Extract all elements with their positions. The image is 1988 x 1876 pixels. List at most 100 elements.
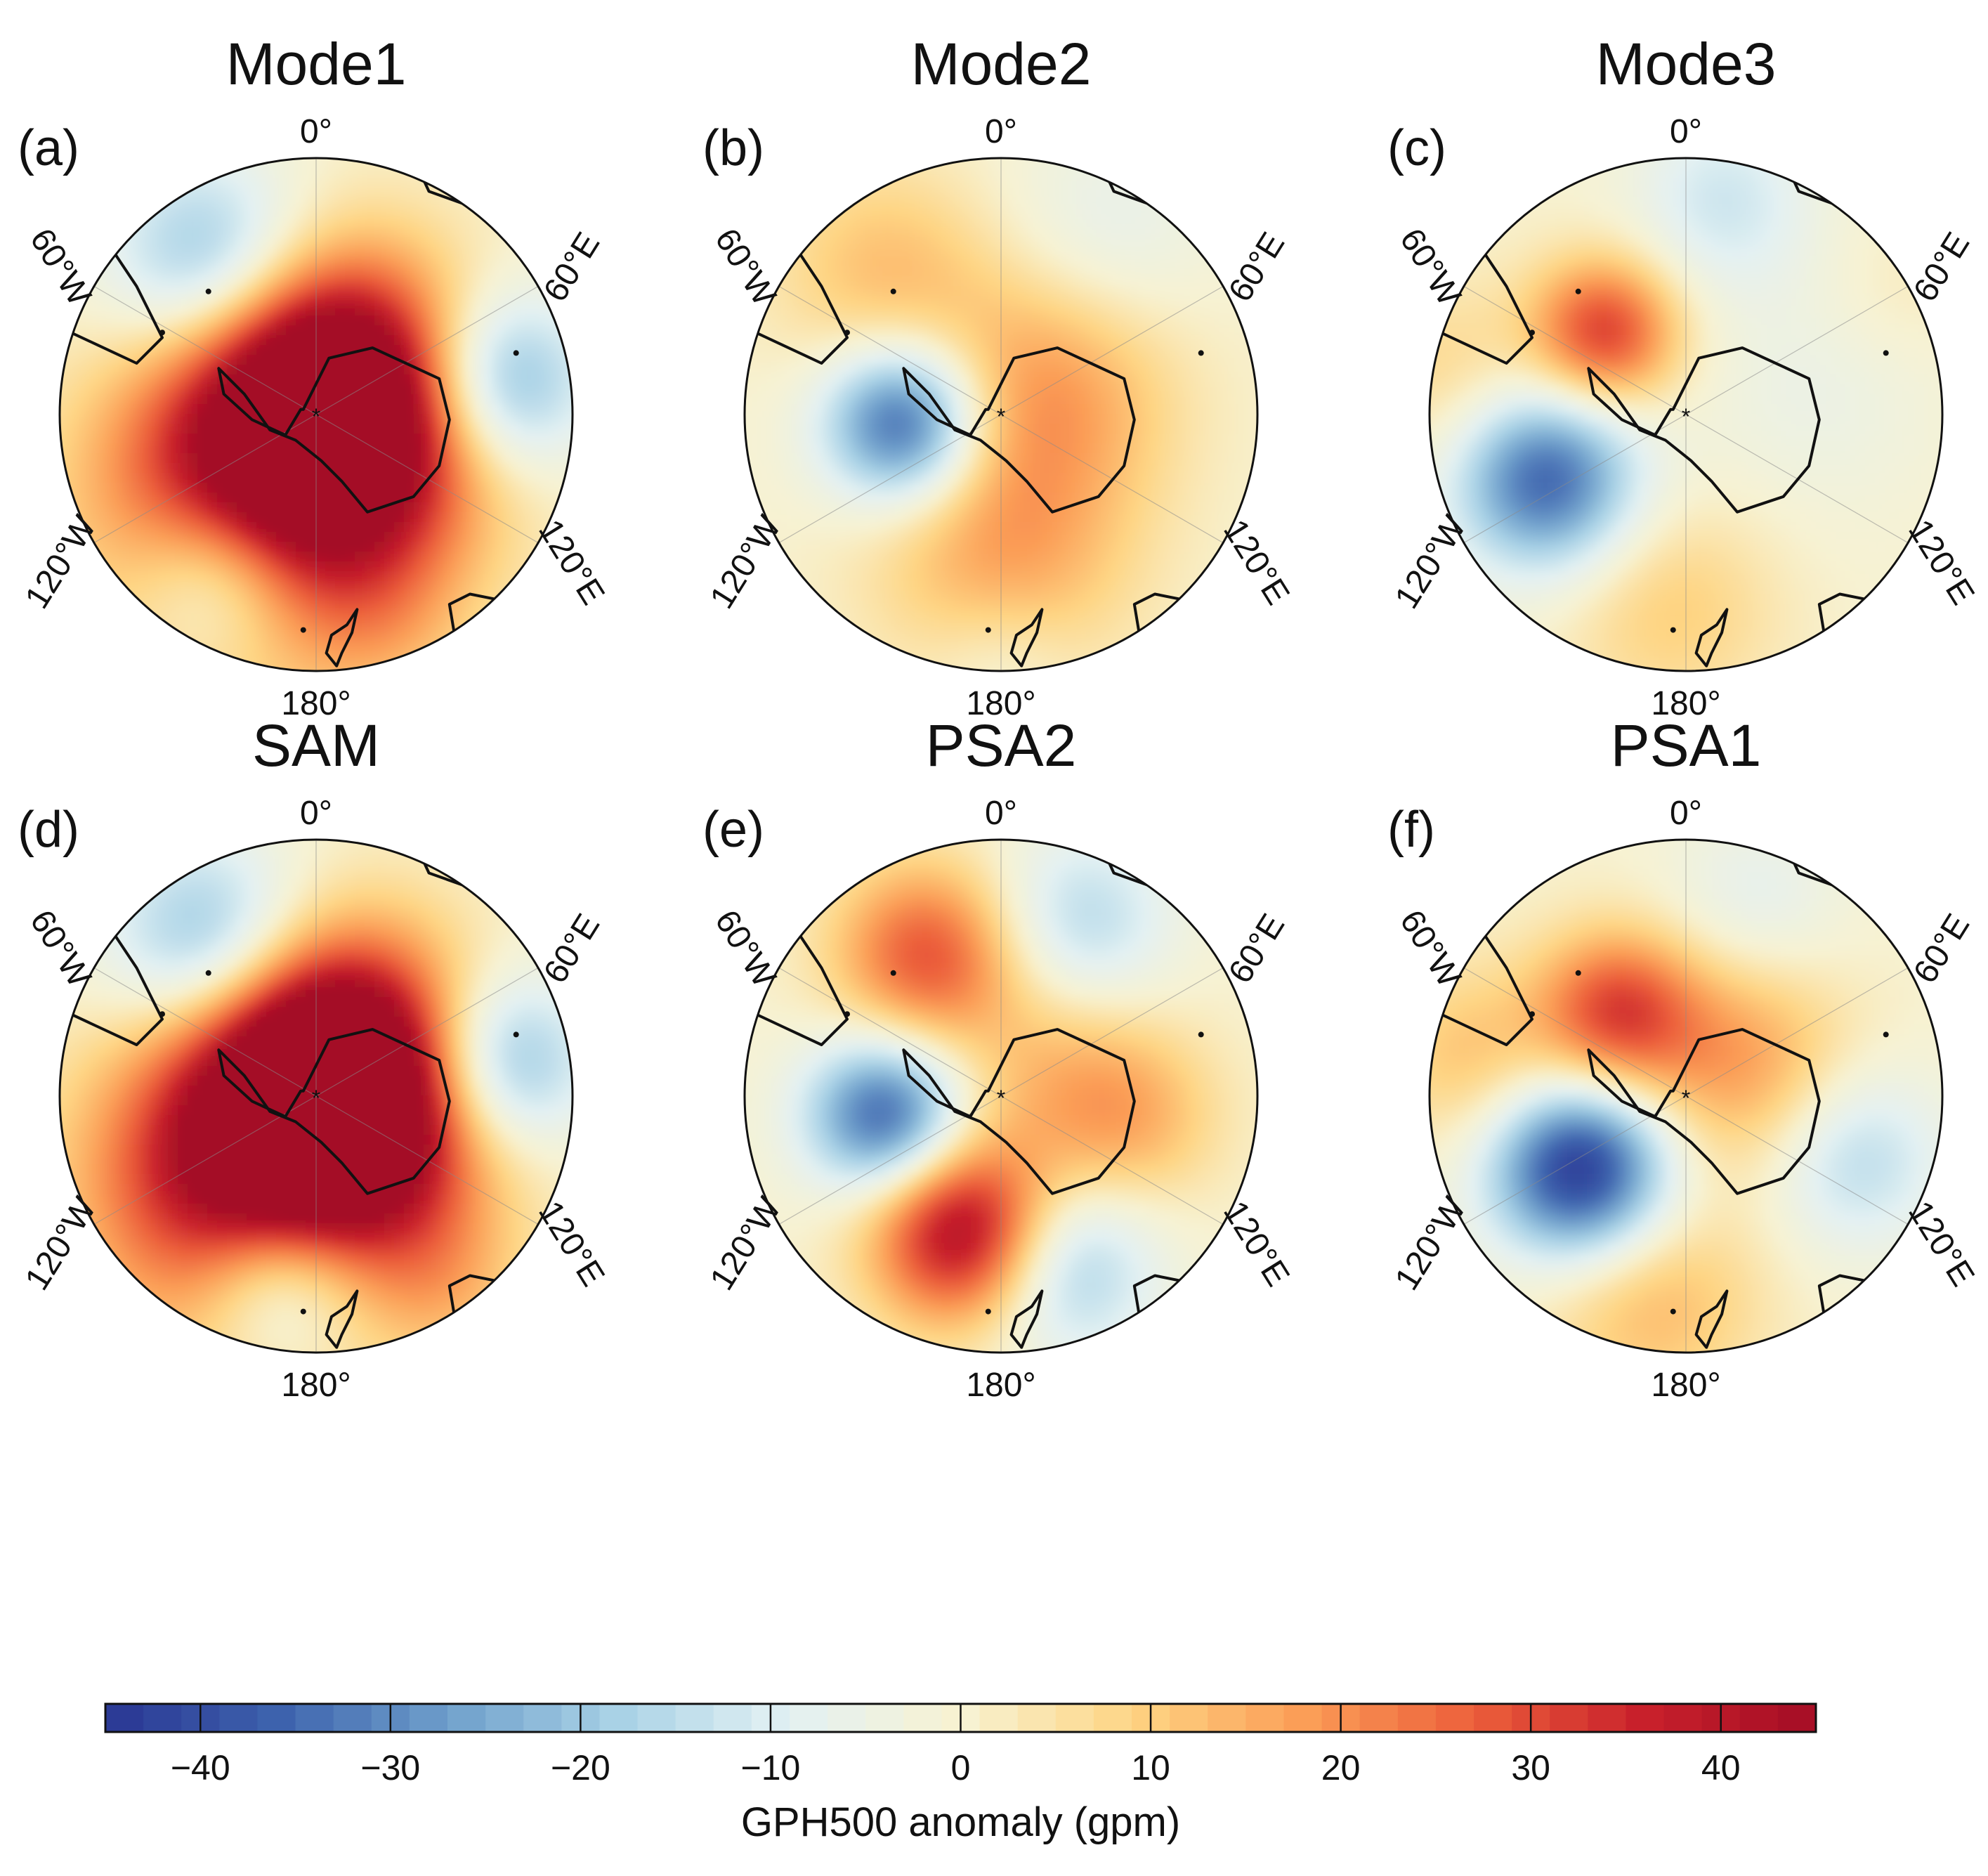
panel-title: PSA1 bbox=[1611, 712, 1762, 779]
lon-label-120w: 120°W bbox=[703, 1190, 789, 1296]
colorbar-cell bbox=[143, 1704, 182, 1732]
graticule bbox=[1463, 840, 1909, 1353]
panel-title: SAM bbox=[252, 712, 380, 779]
colorbar-tick-label: 30 bbox=[1511, 1748, 1550, 1787]
lon-label-60e: 60°E bbox=[1222, 908, 1292, 990]
new-zealand-coast bbox=[1009, 1289, 1044, 1349]
island bbox=[300, 1308, 306, 1315]
map-frame bbox=[1428, 838, 1944, 1354]
map-panel-sam: SAM (d) * 0° 180° 60°E 120°E 60°W 120°W bbox=[18, 712, 612, 1404]
island bbox=[844, 330, 850, 336]
lon-label-60e: 60°E bbox=[537, 908, 607, 990]
graticule bbox=[93, 158, 539, 671]
colorbar-cell bbox=[105, 1704, 144, 1732]
panel-title: PSA2 bbox=[926, 712, 1077, 779]
colorbar-cell bbox=[295, 1704, 334, 1732]
south-pole-marker: * bbox=[997, 404, 1005, 429]
colorbar-ramp bbox=[105, 1704, 1817, 1732]
island bbox=[1529, 1011, 1535, 1017]
panel-letter: (a) bbox=[18, 120, 79, 176]
lon-label-180: 180° bbox=[966, 685, 1035, 722]
south-pole-marker: * bbox=[1682, 404, 1690, 429]
colorbar-tick-label: 10 bbox=[1131, 1748, 1170, 1787]
colorbar-cell bbox=[485, 1704, 524, 1732]
map-panel-psa2: PSA2 (e) * 0° 180° 60°E 120°E 60°W 120°W bbox=[702, 712, 1297, 1404]
colorbar-cell bbox=[713, 1704, 752, 1732]
graticule bbox=[778, 840, 1224, 1353]
island bbox=[1198, 350, 1204, 356]
colorbar-cell bbox=[257, 1704, 296, 1732]
island bbox=[1670, 1308, 1676, 1315]
island bbox=[159, 330, 165, 336]
lon-label-0: 0° bbox=[985, 795, 1017, 832]
colorbar-cell bbox=[1170, 1704, 1208, 1732]
new-zealand-coast bbox=[1694, 1289, 1729, 1349]
colorbar-cell bbox=[1550, 1704, 1588, 1732]
anomaly-field bbox=[1430, 158, 1942, 671]
colorbar-cell bbox=[333, 1704, 372, 1732]
island bbox=[890, 288, 896, 294]
colorbar-tick-label: −30 bbox=[360, 1748, 420, 1787]
new-zealand-coast bbox=[1694, 608, 1729, 667]
lon-label-120e: 120°E bbox=[1901, 514, 1982, 611]
map-frame bbox=[743, 157, 1259, 672]
anomaly-field bbox=[60, 840, 573, 1353]
anomaly-field bbox=[1430, 840, 1942, 1353]
lon-label-180: 180° bbox=[1651, 1367, 1720, 1404]
lon-label-180: 180° bbox=[281, 685, 351, 722]
lon-label-60e: 60°E bbox=[1222, 226, 1292, 308]
colorbar-cell bbox=[523, 1704, 562, 1732]
panel-letter: (d) bbox=[18, 802, 79, 858]
lon-label-120w: 120°W bbox=[18, 509, 104, 615]
colorbar-cell bbox=[1777, 1704, 1817, 1732]
map-panel-mode2: Mode2 (b) * 0° 180° 60°E 120°E 60°W 120°W bbox=[702, 31, 1297, 722]
lon-label-0: 0° bbox=[300, 795, 332, 832]
panels: Mode1 (a) * 0° 180° 60°E 120°E 60°W 120°W Mode2 (b… bbox=[18, 31, 1982, 1404]
south-pole-marker: * bbox=[312, 1086, 320, 1111]
lon-label-120w: 120°W bbox=[18, 1190, 104, 1296]
colorbar-cell bbox=[1017, 1704, 1057, 1732]
island bbox=[890, 970, 896, 976]
colorbar-cell bbox=[1359, 1704, 1399, 1732]
colorbar-cell bbox=[599, 1704, 639, 1732]
colorbar-tick-label: 40 bbox=[1701, 1748, 1741, 1787]
island bbox=[205, 288, 211, 294]
colorbar-cell bbox=[979, 1704, 1019, 1732]
lon-label-120e: 120°E bbox=[531, 514, 612, 611]
island bbox=[513, 350, 519, 356]
map-panel-mode1: Mode1 (a) * 0° 180° 60°E 120°E 60°W 120°W bbox=[18, 31, 612, 722]
map-frame bbox=[1428, 157, 1944, 672]
map-frame bbox=[58, 838, 574, 1354]
anomaly-field bbox=[745, 840, 1257, 1353]
lon-label-120e: 120°E bbox=[1216, 1195, 1297, 1293]
island bbox=[1575, 288, 1581, 294]
lon-label-0: 0° bbox=[300, 113, 332, 150]
colorbar-cell bbox=[790, 1704, 828, 1732]
colorbar: −40 −30 −20 −10 0 10 20 30 40 GPH500 anomaly (gp… bbox=[104, 1702, 1817, 1845]
island bbox=[513, 1031, 519, 1038]
panel-letter: (f) bbox=[1387, 802, 1435, 858]
lon-label-60w: 60°W bbox=[22, 222, 98, 313]
lon-label-180: 180° bbox=[281, 1367, 351, 1404]
colorbar-cell bbox=[1208, 1704, 1246, 1732]
colorbar-tick-label: −10 bbox=[741, 1748, 801, 1787]
lon-label-60e: 60°E bbox=[1907, 226, 1977, 308]
colorbar-tick-label: −20 bbox=[551, 1748, 610, 1787]
antarctica-coast bbox=[1587, 346, 1821, 514]
colorbar-cell bbox=[1626, 1704, 1665, 1732]
map-panel-psa1: PSA1 (f) * 0° 180° 60°E 120°E 60°W 120°W bbox=[1387, 712, 1982, 1404]
colorbar-label: GPH500 anomaly (gpm) bbox=[741, 1799, 1180, 1845]
colorbar-cell bbox=[903, 1704, 943, 1732]
colorbar-cell bbox=[1283, 1704, 1323, 1732]
map-frame bbox=[743, 838, 1259, 1354]
colorbar-cell bbox=[219, 1704, 259, 1732]
lon-label-60e: 60°E bbox=[1907, 908, 1977, 990]
south-pole-marker: * bbox=[312, 404, 320, 429]
lon-label-60w: 60°W bbox=[707, 904, 783, 994]
colorbar-ticks: −40 −30 −20 −10 0 10 20 30 40 bbox=[171, 1704, 1741, 1787]
island bbox=[1529, 330, 1535, 336]
new-zealand-coast bbox=[1009, 608, 1044, 667]
lon-label-120w: 120°W bbox=[703, 509, 789, 615]
island bbox=[1198, 1031, 1204, 1038]
